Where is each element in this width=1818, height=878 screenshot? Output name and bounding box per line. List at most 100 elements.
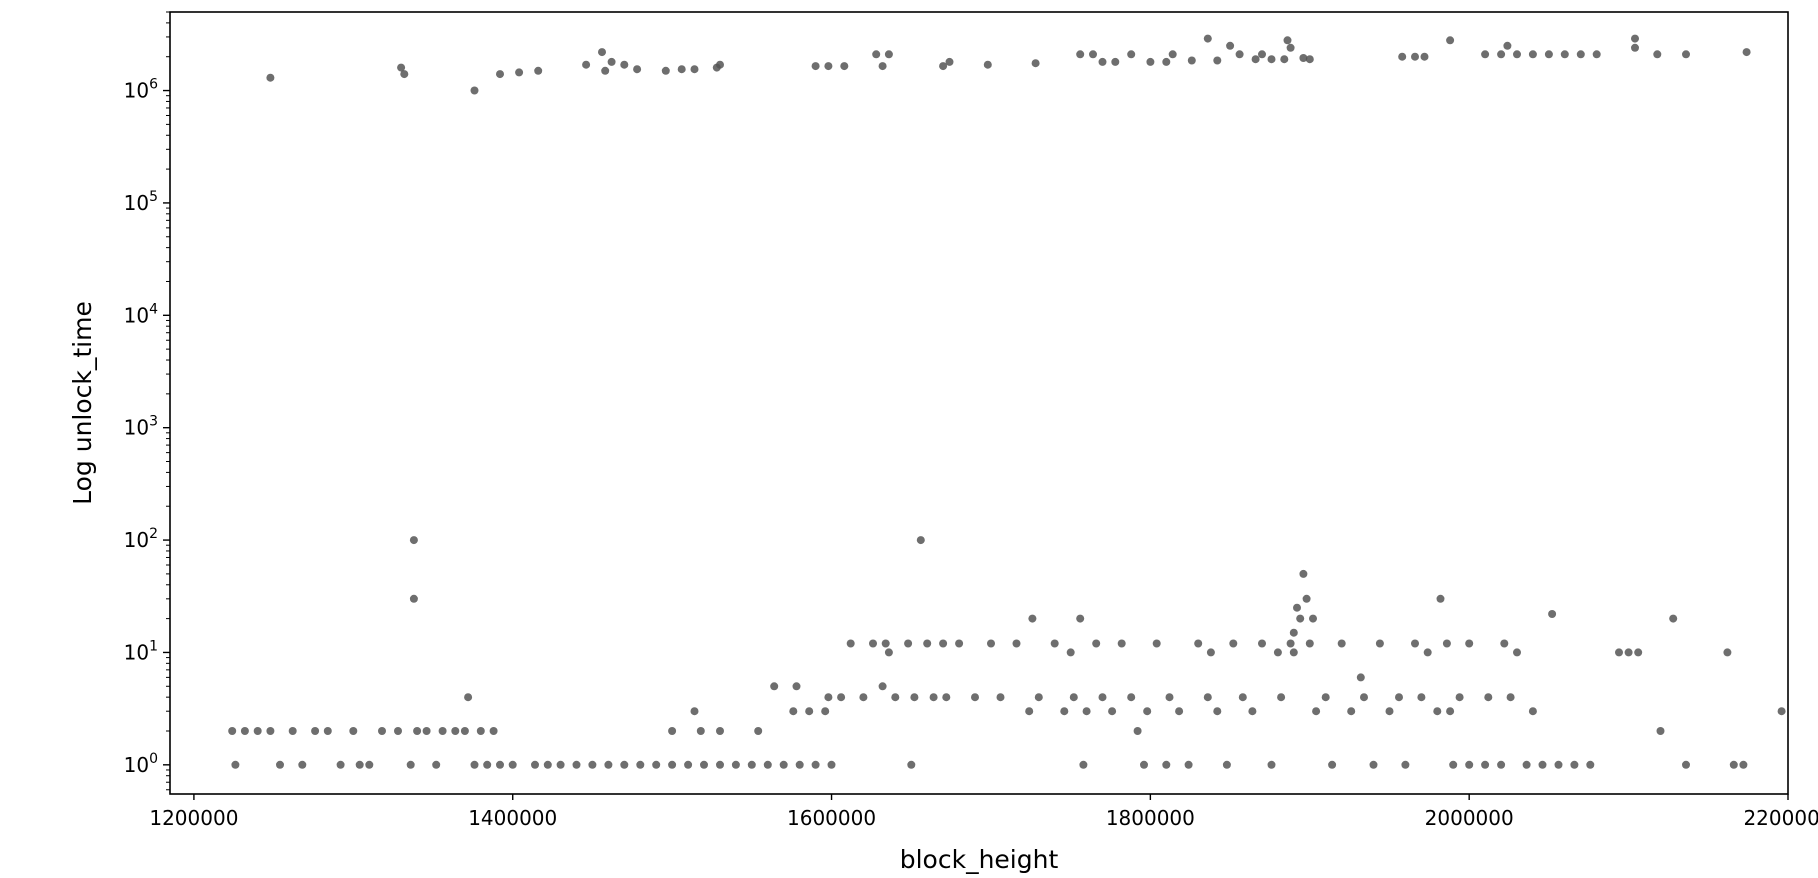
data-point (1631, 43, 1639, 52)
data-point (878, 62, 887, 71)
data-point (464, 693, 473, 702)
data-point (1162, 760, 1171, 769)
data-point (1360, 693, 1368, 702)
data-point (1385, 707, 1394, 716)
data-point (1140, 760, 1148, 769)
y-axis-ticks: 100 101 102 103 104 105 106 (124, 77, 170, 777)
data-point (349, 727, 358, 735)
data-point (1729, 760, 1738, 769)
data-point (1484, 693, 1493, 702)
data-point (1248, 707, 1257, 716)
data-point (846, 639, 855, 648)
data-point (1111, 57, 1120, 66)
data-point (1222, 760, 1231, 769)
data-point (1267, 760, 1276, 769)
data-point (891, 693, 900, 702)
data-point (601, 66, 610, 75)
data-point (1206, 648, 1215, 657)
x-tick-label: 1200000 (149, 806, 238, 830)
data-point (770, 682, 779, 691)
points-layer (228, 34, 1786, 769)
x-tick-label: 1400000 (468, 806, 557, 830)
data-point (1076, 50, 1085, 59)
data-point (824, 62, 833, 71)
data-point (598, 48, 606, 57)
data-point (633, 65, 642, 74)
data-point (1127, 693, 1136, 702)
data-point (904, 639, 913, 648)
data-point (1066, 648, 1075, 657)
data-point (1229, 639, 1238, 648)
data-point (916, 536, 925, 545)
data-point (1280, 55, 1289, 64)
data-point (378, 727, 386, 735)
data-point (1395, 693, 1403, 702)
y-tick-label: 100 (124, 751, 158, 777)
data-point (266, 727, 275, 735)
data-point (1739, 760, 1748, 769)
data-point (240, 727, 249, 735)
y-tick-label: 103 (124, 414, 158, 440)
data-point (1117, 639, 1126, 648)
data-point (1060, 707, 1069, 716)
y-axis-label: Log unlock_time (68, 301, 97, 505)
data-point (690, 707, 699, 716)
data-point (1203, 693, 1212, 702)
data-point (1175, 707, 1184, 716)
data-point (1528, 50, 1537, 59)
data-point (1369, 760, 1378, 769)
y-tick-label: 104 (124, 301, 158, 327)
data-point (1305, 639, 1314, 648)
data-point (1586, 760, 1595, 769)
data-point (1513, 648, 1521, 657)
data-point (929, 693, 938, 702)
data-point (1082, 707, 1091, 716)
data-point (1289, 628, 1298, 637)
data-point (824, 693, 833, 702)
data-point (821, 707, 830, 716)
data-point (483, 760, 492, 769)
data-point (910, 693, 919, 702)
data-point (1356, 673, 1365, 682)
data-point (1528, 707, 1537, 716)
data-point (1548, 610, 1557, 618)
y-tick-label: 105 (124, 189, 158, 215)
data-point (939, 639, 948, 648)
data-point (983, 60, 992, 69)
data-point (1296, 614, 1305, 623)
data-point (1615, 648, 1623, 657)
data-point (1592, 50, 1601, 59)
data-point (1446, 707, 1455, 716)
data-point (668, 760, 677, 769)
data-point (1742, 48, 1751, 57)
data-point (534, 66, 543, 75)
data-point (1653, 50, 1662, 59)
data-point (1538, 760, 1547, 769)
data-point (1187, 56, 1196, 65)
data-point (1050, 639, 1059, 648)
data-point (556, 760, 565, 769)
data-point (470, 86, 479, 95)
data-point (1554, 760, 1563, 769)
data-point (572, 760, 581, 769)
data-point (1258, 50, 1266, 59)
data-point (496, 70, 504, 79)
data-point (1012, 639, 1021, 648)
data-point (1213, 56, 1222, 65)
data-point (1258, 639, 1266, 648)
data-point (1293, 603, 1301, 612)
data-point (1777, 707, 1786, 716)
y-tick-label: 102 (124, 526, 158, 552)
data-point (1133, 727, 1142, 735)
data-point (311, 727, 320, 735)
data-point (1098, 57, 1107, 66)
data-point (652, 760, 661, 769)
data-point (1312, 707, 1321, 716)
data-point (228, 727, 237, 735)
data-point (1108, 707, 1117, 716)
data-point (422, 727, 431, 735)
y-tick-label: 106 (124, 77, 158, 103)
data-point (1146, 57, 1155, 66)
x-tick-label: 2000000 (1425, 806, 1514, 830)
